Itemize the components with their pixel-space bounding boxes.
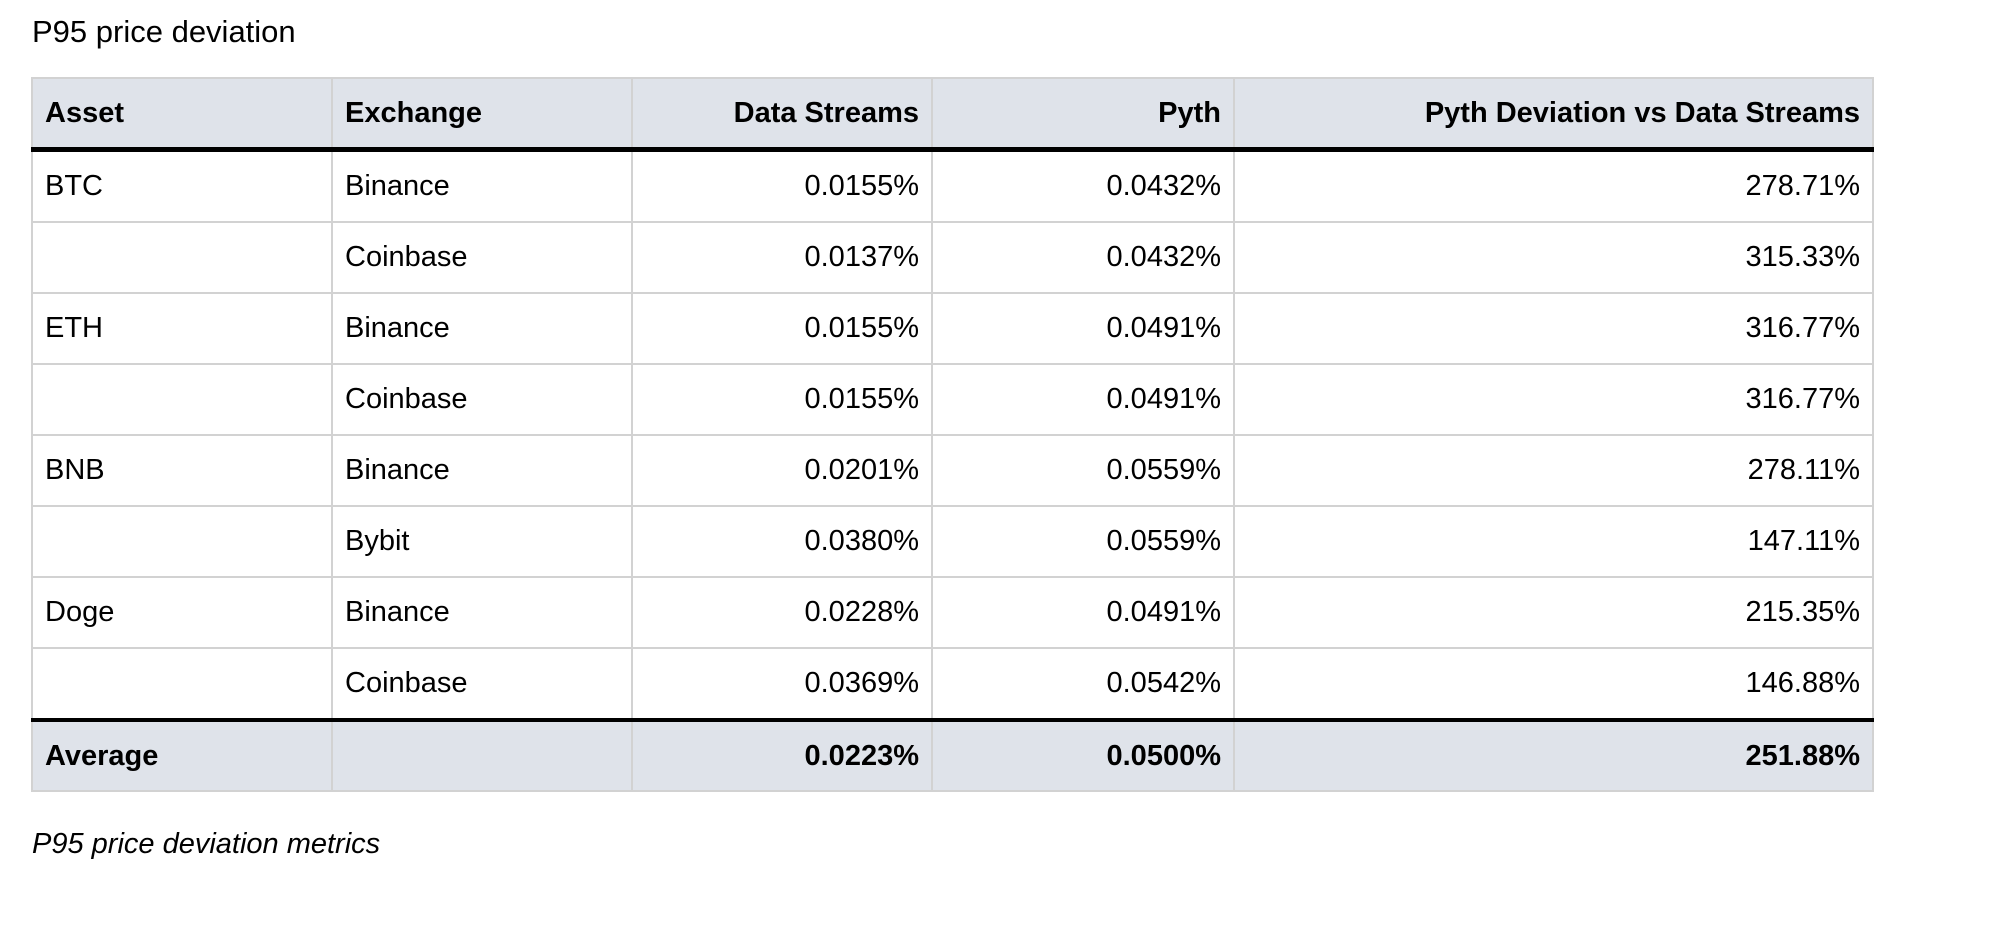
pyth-cell: 0.0491% <box>931 576 1235 649</box>
data-streams-cell: 0.0155% <box>631 363 933 436</box>
pyth-cell: 0.0432% <box>931 221 1235 294</box>
column-header-exchange: Exchange <box>331 77 633 152</box>
deviation-cell: 316.77% <box>1233 363 1874 436</box>
asset-cell <box>31 647 333 721</box>
table-row: ETH Binance 0.0155% 0.0491% 316.77% <box>31 292 1874 365</box>
table-row: Coinbase 0.0369% 0.0542% 146.88% <box>31 647 1874 721</box>
page-title: P95 price deviation <box>32 14 296 49</box>
asset-cell <box>31 505 333 578</box>
pyth-cell: 0.0491% <box>931 363 1235 436</box>
average-deviation-cell: 251.88% <box>1233 718 1874 792</box>
deviation-cell: 215.35% <box>1233 576 1874 649</box>
deviation-cell: 278.71% <box>1233 148 1874 223</box>
average-data-streams-cell: 0.0223% <box>631 718 933 792</box>
exchange-cell: Binance <box>331 434 633 507</box>
deviation-cell: 315.33% <box>1233 221 1874 294</box>
column-header-asset: Asset <box>31 77 333 152</box>
average-label-cell: Average <box>31 718 333 792</box>
pyth-cell: 0.0559% <box>931 434 1235 507</box>
exchange-cell: Binance <box>331 148 633 223</box>
table-row: Bybit 0.0380% 0.0559% 147.11% <box>31 505 1874 578</box>
exchange-cell: Coinbase <box>331 221 633 294</box>
pyth-cell: 0.0559% <box>931 505 1235 578</box>
data-streams-cell: 0.0155% <box>631 292 933 365</box>
column-header-deviation: Pyth Deviation vs Data Streams <box>1233 77 1874 152</box>
deviation-cell: 147.11% <box>1233 505 1874 578</box>
header-row: Asset Exchange Data Streams Pyth Pyth De… <box>31 77 1874 152</box>
asset-cell: BNB <box>31 434 333 507</box>
data-streams-cell: 0.0201% <box>631 434 933 507</box>
column-header-data-streams: Data Streams <box>631 77 933 152</box>
asset-cell: BTC <box>31 148 333 223</box>
table-row: Doge Binance 0.0228% 0.0491% 215.35% <box>31 576 1874 649</box>
exchange-cell: Coinbase <box>331 363 633 436</box>
exchange-cell: Binance <box>331 576 633 649</box>
exchange-cell: Binance <box>331 292 633 365</box>
deviation-cell: 278.11% <box>1233 434 1874 507</box>
exchange-cell: Coinbase <box>331 647 633 721</box>
table-row: BNB Binance 0.0201% 0.0559% 278.11% <box>31 434 1874 507</box>
table-row: Coinbase 0.0137% 0.0432% 315.33% <box>31 221 1874 294</box>
deviation-cell: 316.77% <box>1233 292 1874 365</box>
deviation-cell: 146.88% <box>1233 647 1874 721</box>
exchange-cell: Bybit <box>331 505 633 578</box>
pyth-cell: 0.0542% <box>931 647 1235 721</box>
price-deviation-table: Asset Exchange Data Streams Pyth Pyth De… <box>31 77 1874 792</box>
table-row: BTC Binance 0.0155% 0.0432% 278.71% <box>31 148 1874 223</box>
asset-cell <box>31 221 333 294</box>
asset-cell: Doge <box>31 576 333 649</box>
data-streams-cell: 0.0369% <box>631 647 933 721</box>
data-streams-cell: 0.0155% <box>631 148 933 223</box>
average-exchange-cell <box>331 718 633 792</box>
data-streams-cell: 0.0228% <box>631 576 933 649</box>
pyth-cell: 0.0491% <box>931 292 1235 365</box>
asset-cell <box>31 363 333 436</box>
data-streams-cell: 0.0137% <box>631 221 933 294</box>
pyth-cell: 0.0432% <box>931 148 1235 223</box>
column-header-pyth: Pyth <box>931 77 1235 152</box>
table-caption: P95 price deviation metrics <box>32 828 381 860</box>
asset-cell: ETH <box>31 292 333 365</box>
average-pyth-cell: 0.0500% <box>931 718 1235 792</box>
table-row: Coinbase 0.0155% 0.0491% 316.77% <box>31 363 1874 436</box>
average-row: Average 0.0223% 0.0500% 251.88% <box>31 718 1874 792</box>
data-streams-cell: 0.0380% <box>631 505 933 578</box>
